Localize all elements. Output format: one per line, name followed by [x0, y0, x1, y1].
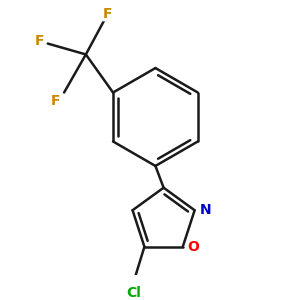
- Text: O: O: [188, 240, 200, 254]
- Text: F: F: [51, 94, 61, 108]
- Text: Cl: Cl: [126, 286, 141, 300]
- Text: F: F: [35, 34, 44, 48]
- Text: N: N: [200, 203, 211, 217]
- Text: F: F: [103, 7, 112, 21]
